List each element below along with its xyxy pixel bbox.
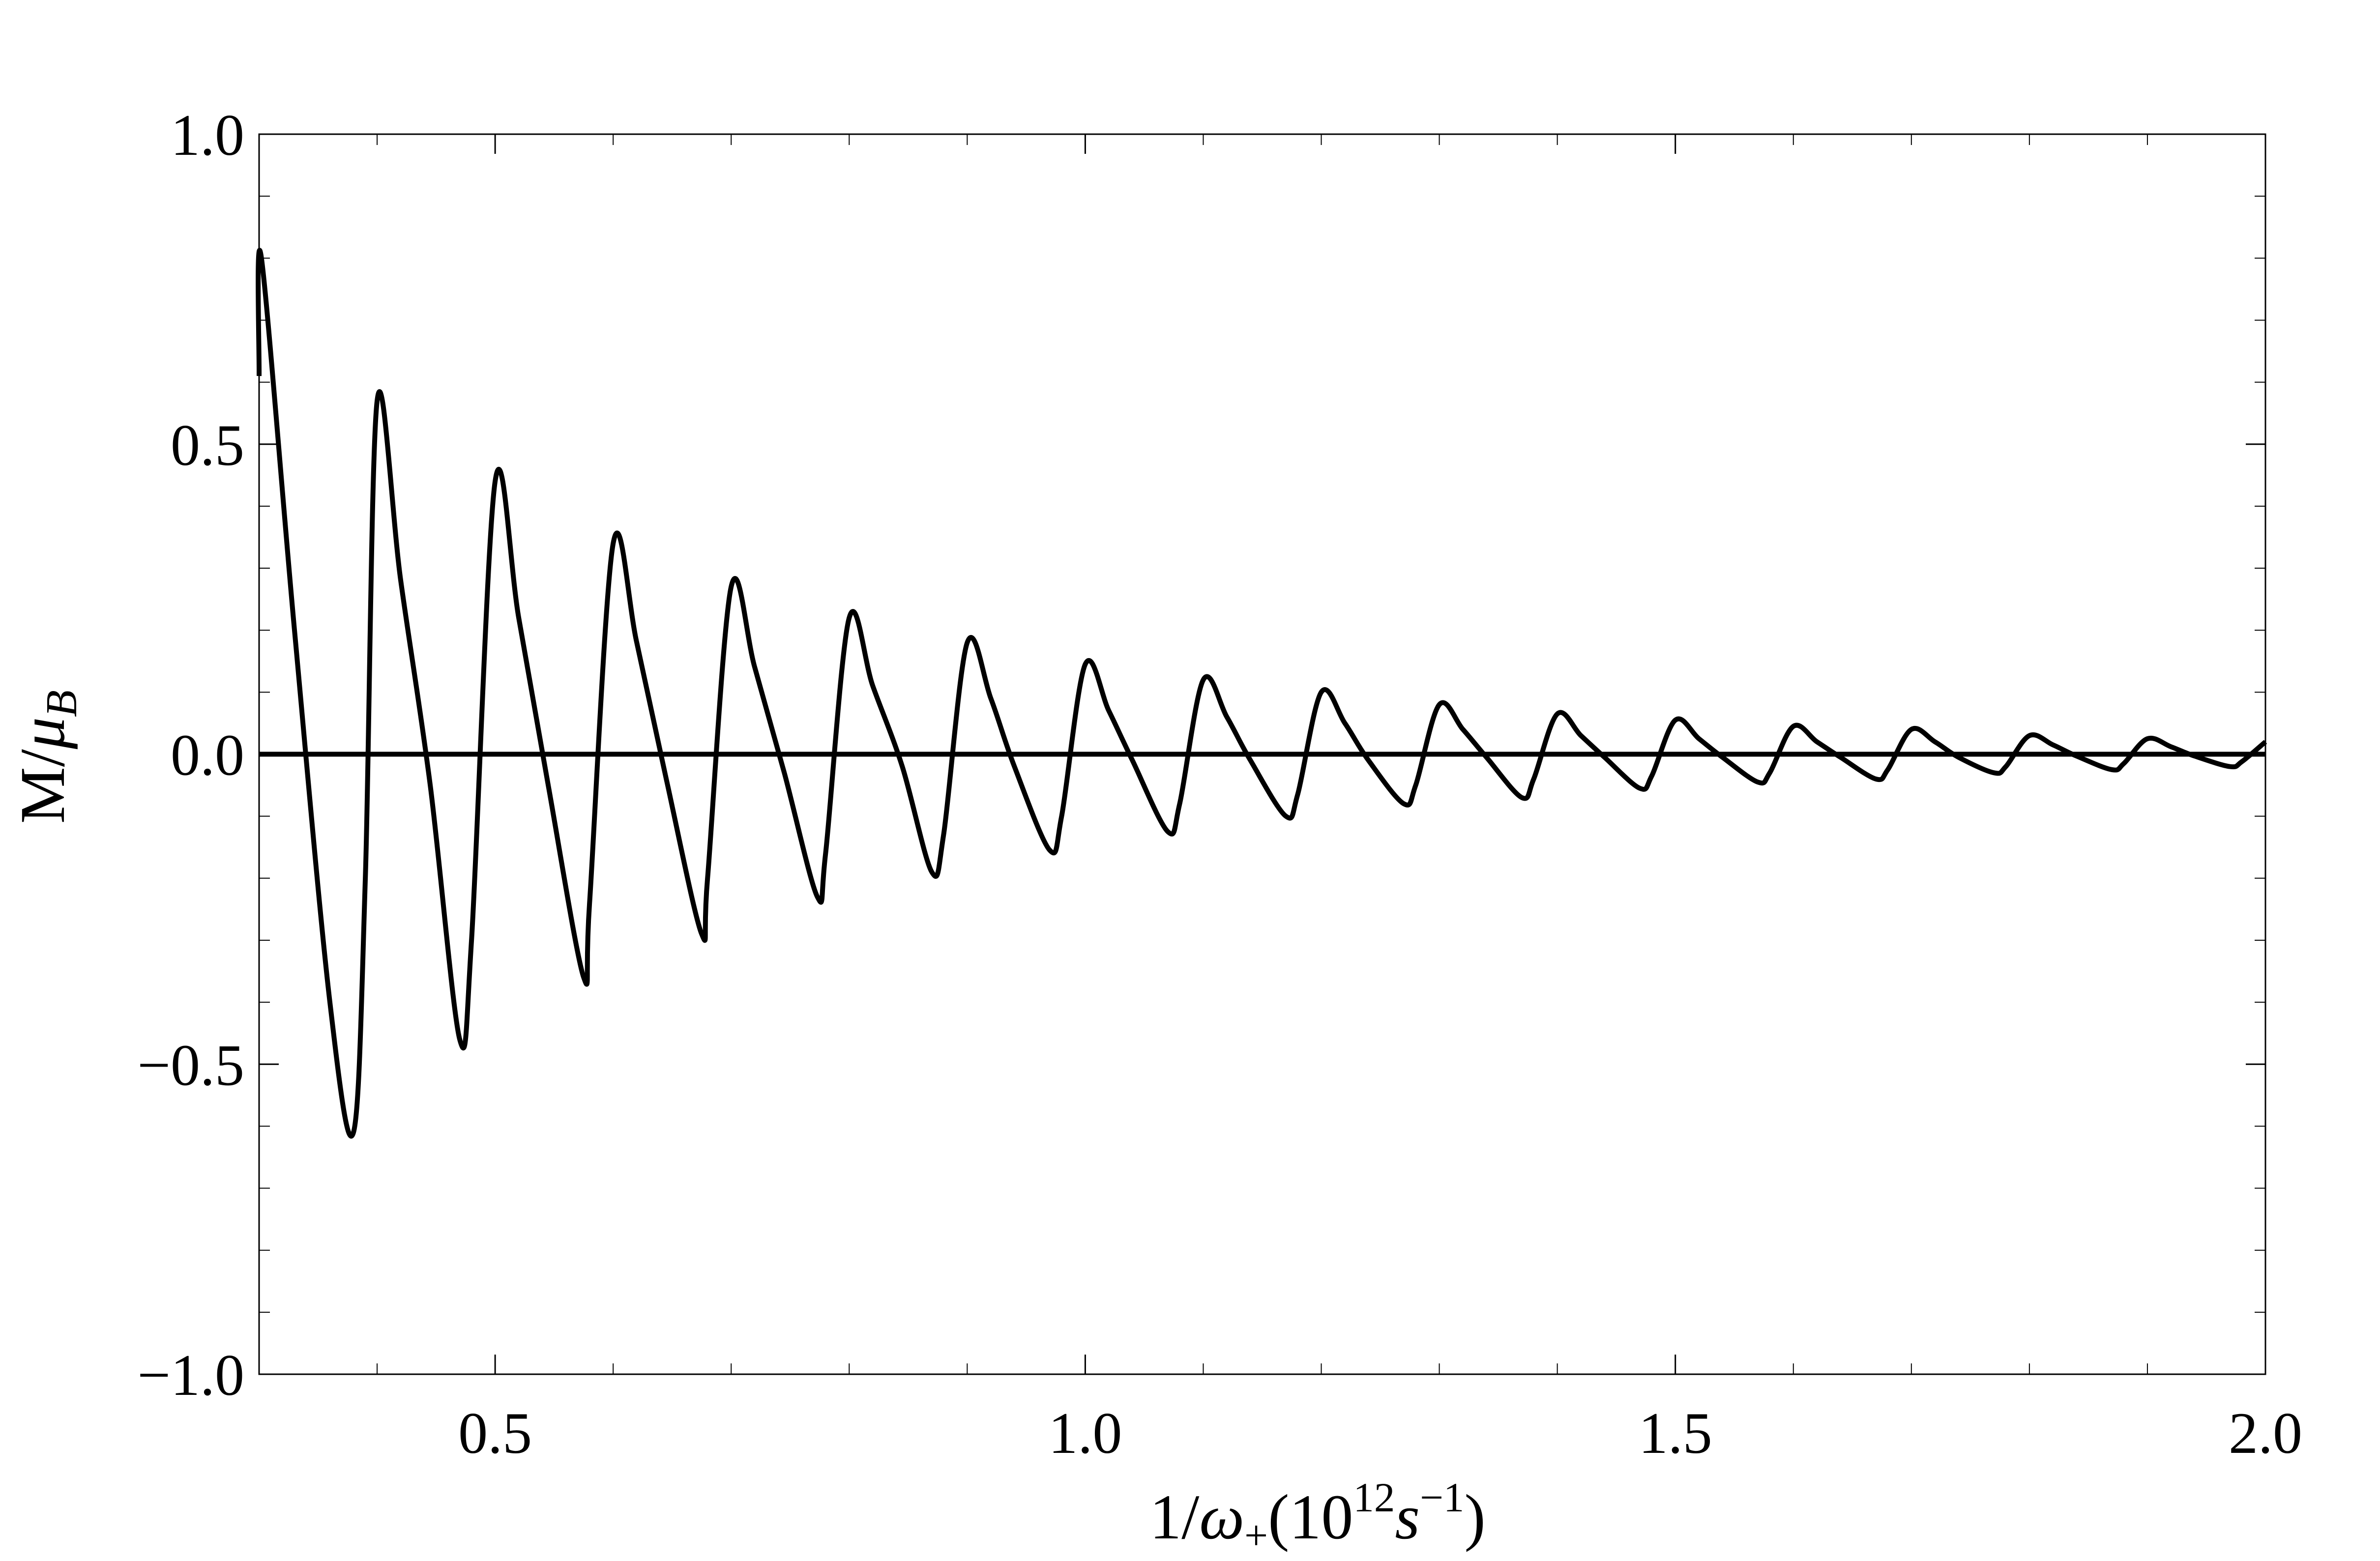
y-tick-label: 1.0: [171, 102, 244, 168]
y-tick-label: −0.5: [137, 1032, 244, 1098]
y-tick-label: −1.0: [137, 1342, 244, 1408]
x-label-subscript: +: [1244, 1512, 1268, 1559]
x-tick-labels: 0.5 1.0 1.5 2.0: [458, 1400, 2302, 1466]
x-label-unit-exp: −1: [1420, 1474, 1464, 1521]
plot-frame: [258, 133, 2266, 1375]
x-tick-label: 1.5: [1639, 1400, 1712, 1466]
x-tick-label: 2.0: [2229, 1400, 2302, 1466]
x-label-unit-var: s: [1395, 1482, 1420, 1553]
x-label-symbol: ω: [1199, 1482, 1244, 1553]
y-label-subscript: B: [37, 690, 86, 717]
y-label-main: M/: [7, 749, 78, 824]
x-tick-label: 1.0: [1048, 1400, 1122, 1466]
y-label-symbol: μ: [7, 717, 78, 750]
x-label-prefix: 1/: [1149, 1482, 1200, 1553]
y-tick-label: 0.5: [171, 412, 244, 478]
y-tick-label: 0.0: [171, 723, 244, 788]
y-axis-label: M/μB: [7, 690, 86, 824]
x-tick-label: 0.5: [458, 1400, 532, 1466]
x-label-unit-open: (10: [1268, 1482, 1353, 1553]
series-line: [256, 248, 2267, 1139]
y-tick-labels: −1.0 −0.5 0.0 0.5 1.0: [137, 102, 244, 1408]
x-label-exponent: 12: [1353, 1474, 1395, 1521]
minor-ticks: [259, 134, 2265, 1374]
x-axis-label: 1/ω+(1012s−1): [1149, 1474, 1485, 1559]
x-label-unit-close: ): [1464, 1482, 1485, 1553]
